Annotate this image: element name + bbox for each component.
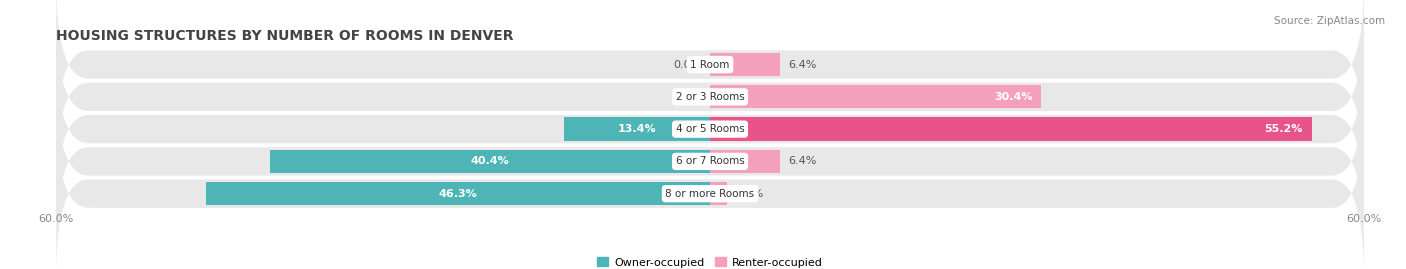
FancyBboxPatch shape [56,111,1364,269]
Bar [710,53,780,76]
Bar [710,150,780,173]
Bar [564,118,710,141]
FancyBboxPatch shape [56,47,1364,212]
Text: 4 or 5 Rooms: 4 or 5 Rooms [676,124,744,134]
Text: 1 Room: 1 Room [690,59,730,70]
Text: 6.4%: 6.4% [789,59,817,70]
Text: 6 or 7 Rooms: 6 or 7 Rooms [676,156,744,167]
FancyBboxPatch shape [56,0,1364,147]
Legend: Owner-occupied, Renter-occupied: Owner-occupied, Renter-occupied [593,253,827,269]
Text: 6.4%: 6.4% [789,156,817,167]
Text: 0.0%: 0.0% [673,92,702,102]
Bar [710,118,1312,141]
FancyBboxPatch shape [56,79,1364,244]
Text: 8 or more Rooms: 8 or more Rooms [665,189,755,199]
Text: Source: ZipAtlas.com: Source: ZipAtlas.com [1274,16,1385,26]
Text: 55.2%: 55.2% [1264,124,1303,134]
Text: HOUSING STRUCTURES BY NUMBER OF ROOMS IN DENVER: HOUSING STRUCTURES BY NUMBER OF ROOMS IN… [56,29,513,43]
Text: 1.6%: 1.6% [737,189,765,199]
Text: 46.3%: 46.3% [439,189,477,199]
Bar [710,182,727,205]
Text: 40.4%: 40.4% [471,156,509,167]
Text: 30.4%: 30.4% [994,92,1032,102]
FancyBboxPatch shape [56,14,1364,179]
Text: 0.0%: 0.0% [673,59,702,70]
Bar [205,182,710,205]
Bar [710,85,1042,108]
Bar [270,150,710,173]
Text: 13.4%: 13.4% [617,124,657,134]
Text: 2 or 3 Rooms: 2 or 3 Rooms [676,92,744,102]
